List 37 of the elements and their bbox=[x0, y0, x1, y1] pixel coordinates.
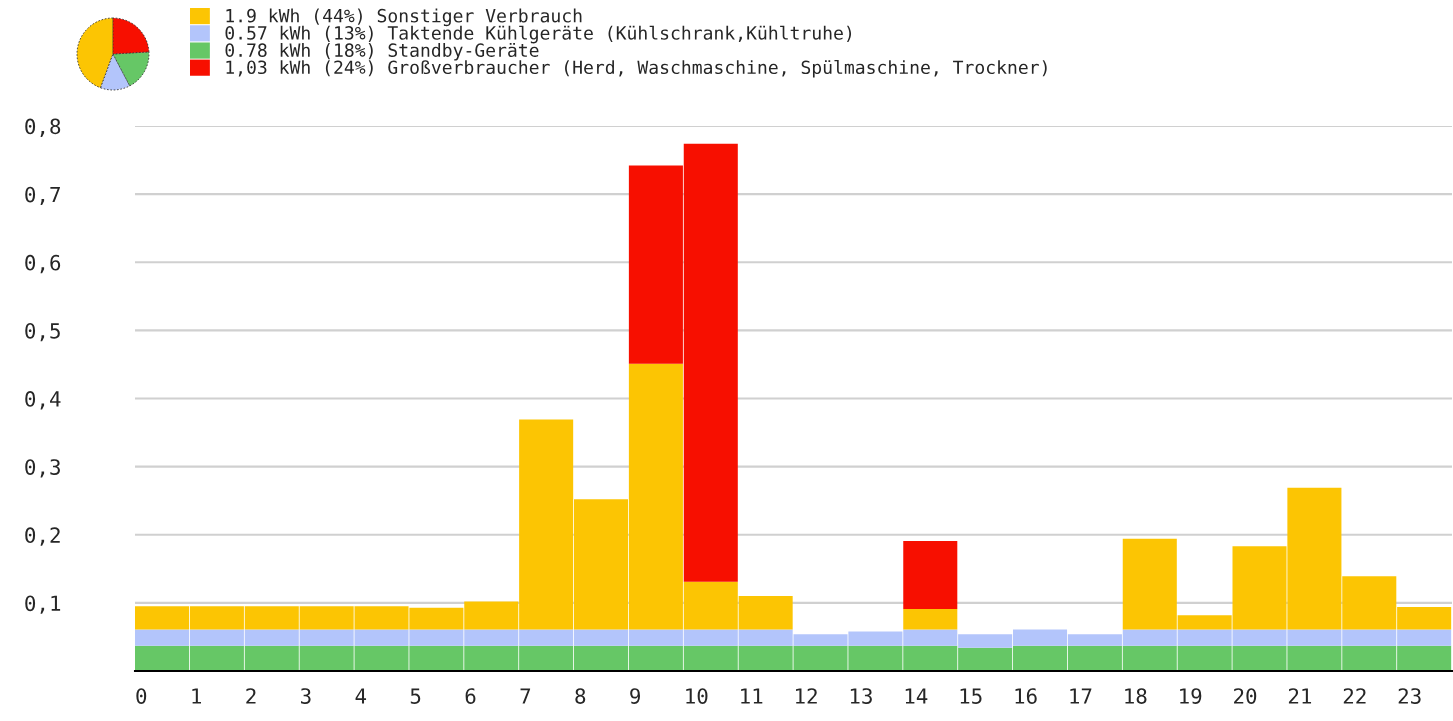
x-tick-label: 17 bbox=[1070, 688, 1092, 704]
x-tick-label: 2 bbox=[246, 688, 256, 704]
y-tick-label: 0,1 bbox=[25, 595, 61, 614]
x-tick-label: 8 bbox=[575, 688, 586, 704]
x-tick-label: 21 bbox=[1288, 688, 1312, 704]
y-tick-label: 0,6 bbox=[25, 254, 61, 274]
x-tick-label: 10 bbox=[686, 688, 708, 704]
x-tick-label: 3 bbox=[301, 688, 311, 704]
x-tick-label: 13 bbox=[850, 688, 872, 704]
x-tick-label: 19 bbox=[1180, 688, 1202, 704]
x-tick-label: 18 bbox=[1125, 688, 1147, 704]
y-tick-label: 0,2 bbox=[25, 527, 60, 546]
legend-label: 1,03 kWh (24%) Großverbraucher (Herd, Waschmaschine, Spülmaschine, Trockner) bbox=[226, 60, 1047, 78]
x-tick-label: 23 bbox=[1398, 688, 1421, 704]
y-tick-label: 0,4 bbox=[25, 391, 61, 410]
y-tick-label: 0,5 bbox=[25, 322, 60, 342]
x-tick-label: 9 bbox=[630, 688, 640, 704]
x-tick-label: 4 bbox=[355, 688, 367, 704]
y-tick-label: 0,7 bbox=[25, 186, 60, 206]
x-tick-label: 7 bbox=[520, 688, 531, 704]
x-tick-label: 11 bbox=[741, 688, 763, 704]
bar bbox=[903, 540, 958, 610]
x-tick-label: 22 bbox=[1343, 688, 1366, 704]
y-tick-label: 0,3 bbox=[25, 459, 60, 478]
x-tick-label: 5 bbox=[410, 688, 421, 704]
x-tick-label: 16 bbox=[1015, 688, 1037, 704]
x-tick-label: 14 bbox=[905, 688, 928, 704]
x-tick-label: 1 bbox=[192, 688, 201, 704]
x-tick-label: 15 bbox=[960, 688, 982, 704]
x-tick-label: 12 bbox=[796, 688, 817, 704]
legend-label: 0.78 kWh (18%) Standby-Geräte bbox=[225, 43, 539, 61]
x-tick-label: 0 bbox=[136, 688, 147, 704]
bar bbox=[903, 609, 958, 630]
x-tick-label: 6 bbox=[465, 688, 476, 704]
legend-label: 0.57 kWh (13%) Taktende Kühlgeräte (Kühlschrank,Kühltruhe) bbox=[225, 25, 852, 44]
x-tick-label: 20 bbox=[1234, 688, 1257, 704]
y-tick-label: 0,8 bbox=[25, 118, 61, 137]
